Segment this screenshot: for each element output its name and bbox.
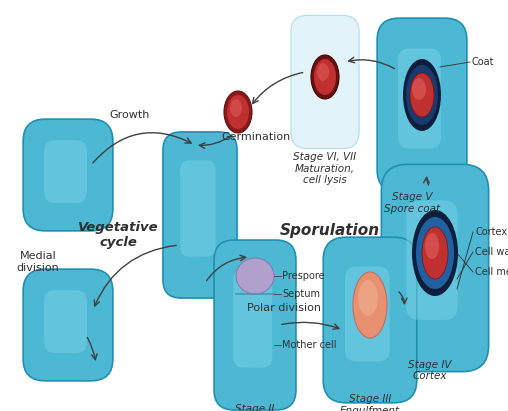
Ellipse shape: [425, 233, 439, 259]
Ellipse shape: [236, 258, 274, 294]
Text: Growth: Growth: [110, 110, 150, 120]
FancyBboxPatch shape: [345, 266, 390, 362]
Ellipse shape: [317, 63, 329, 81]
FancyBboxPatch shape: [163, 132, 237, 298]
Ellipse shape: [406, 65, 438, 125]
Text: Septum: Septum: [282, 289, 320, 299]
Ellipse shape: [353, 272, 387, 338]
FancyBboxPatch shape: [23, 269, 113, 381]
Text: Stage V
Spore coat: Stage V Spore coat: [384, 192, 440, 214]
Text: Stage VI, VII
Maturation,
cell lysis: Stage VI, VII Maturation, cell lysis: [294, 152, 357, 185]
Ellipse shape: [412, 210, 458, 296]
FancyBboxPatch shape: [291, 15, 359, 149]
FancyBboxPatch shape: [398, 48, 441, 148]
FancyBboxPatch shape: [323, 237, 417, 403]
Text: Stage IV
Cortex: Stage IV Cortex: [408, 360, 452, 381]
Ellipse shape: [314, 59, 336, 95]
Ellipse shape: [227, 95, 249, 129]
Text: Sporulation: Sporulation: [280, 222, 380, 238]
FancyBboxPatch shape: [233, 270, 272, 367]
Text: Cell membrane: Cell membrane: [475, 267, 508, 277]
FancyBboxPatch shape: [44, 290, 87, 353]
Ellipse shape: [230, 99, 242, 117]
FancyBboxPatch shape: [180, 160, 215, 256]
Ellipse shape: [224, 91, 252, 133]
Text: Stage II
Asymmetric
cell division: Stage II Asymmetric cell division: [224, 404, 286, 411]
FancyBboxPatch shape: [382, 164, 489, 372]
FancyBboxPatch shape: [406, 201, 458, 320]
FancyBboxPatch shape: [23, 119, 113, 231]
Text: Coat: Coat: [472, 57, 494, 67]
Text: Prespore: Prespore: [282, 271, 325, 281]
Ellipse shape: [416, 217, 454, 289]
Ellipse shape: [403, 59, 441, 131]
Text: Stage III
Engulfment: Stage III Engulfment: [340, 394, 400, 411]
FancyBboxPatch shape: [214, 240, 296, 410]
Ellipse shape: [422, 227, 448, 279]
Text: Polar division: Polar division: [247, 303, 321, 313]
Text: Vegetative
cycle: Vegetative cycle: [78, 221, 158, 249]
FancyBboxPatch shape: [44, 140, 87, 203]
Ellipse shape: [410, 73, 434, 117]
FancyBboxPatch shape: [377, 18, 467, 192]
Ellipse shape: [358, 280, 378, 316]
Text: Cortex: Cortex: [475, 227, 507, 237]
Text: Mother cell: Mother cell: [282, 340, 336, 350]
Text: Germination: Germination: [221, 132, 291, 142]
Ellipse shape: [311, 55, 339, 99]
Text: Cell wall: Cell wall: [475, 247, 508, 257]
Ellipse shape: [412, 78, 426, 100]
Text: Medial
division: Medial division: [17, 251, 59, 273]
